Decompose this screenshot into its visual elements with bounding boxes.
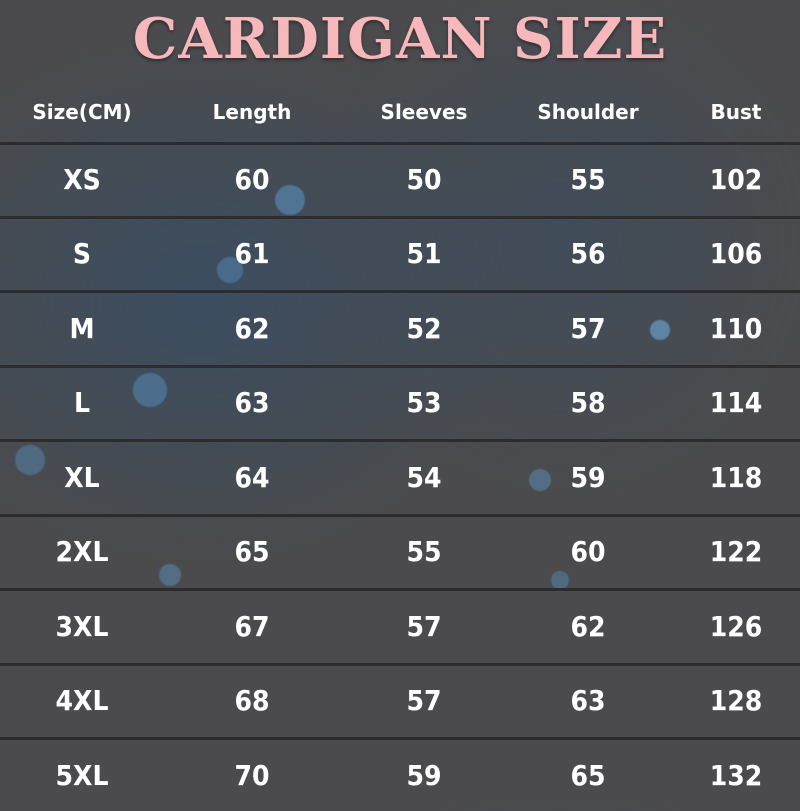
divider (0, 662, 800, 666)
table-row: XL 64 54 59 118 (0, 441, 800, 513)
cell-bust: 128 (709, 684, 763, 717)
cell-shoulder: 59 (570, 460, 606, 494)
table-row: 3XL 67 57 62 126 (0, 590, 800, 662)
cell-size: XS (63, 162, 101, 196)
cell-size: 4XL (55, 684, 109, 717)
cell-length: 68 (234, 684, 270, 717)
cell-length: 67 (234, 609, 270, 643)
table-row: L 63 53 58 114 (0, 367, 800, 439)
cell-length: 61 (234, 237, 270, 270)
divider (0, 142, 800, 145)
cell-sleeves: 50 (406, 162, 442, 196)
cell-shoulder: 65 (570, 758, 606, 792)
cell-length: 63 (234, 386, 270, 419)
cell-size: 5XL (55, 758, 109, 792)
divider (0, 588, 800, 591)
cell-shoulder: 62 (570, 609, 606, 643)
divider (0, 290, 800, 293)
cell-sleeves: 55 (406, 535, 442, 568)
cell-size: 3XL (55, 609, 109, 643)
cell-size: L (73, 386, 91, 419)
table-row: 5XL 70 59 65 132 (0, 739, 800, 811)
cell-sleeves: 53 (406, 386, 442, 419)
cell-sleeves: 57 (406, 609, 442, 643)
cell-sleeves: 52 (406, 311, 442, 345)
cell-length: 64 (234, 460, 270, 494)
cell-bust: 106 (709, 237, 763, 270)
cell-bust: 126 (709, 609, 763, 643)
cell-shoulder: 57 (570, 311, 606, 345)
header-row: Size(CM) Length Sleeves Shoulder Bust (0, 84, 800, 140)
cell-length: 65 (234, 535, 270, 568)
cell-bust: 102 (709, 162, 763, 196)
divider (0, 439, 800, 442)
header-length: Length (212, 100, 292, 124)
table-row: 4XL 68 57 63 128 (0, 665, 800, 737)
cell-bust: 132 (709, 758, 763, 792)
cell-length: 60 (234, 162, 270, 196)
header-sleeves: Sleeves (380, 100, 468, 124)
cell-shoulder: 55 (570, 162, 606, 196)
cell-bust: 114 (709, 386, 763, 419)
cell-size: S (72, 237, 92, 270)
header-size: Size(CM) (32, 100, 132, 124)
table-row: S 61 51 56 106 (0, 218, 800, 290)
cell-size: XL (64, 460, 100, 494)
cell-sleeves: 51 (406, 237, 442, 270)
divider (0, 215, 800, 219)
table-row: XS 60 50 55 102 (0, 143, 800, 215)
table-row: M 62 52 57 110 (0, 292, 800, 364)
cell-sleeves: 59 (406, 758, 442, 792)
chart-title: CARDIGAN SIZE (132, 6, 668, 72)
cell-sleeves: 54 (406, 460, 442, 494)
cell-length: 70 (234, 758, 270, 792)
cell-length: 62 (234, 311, 270, 345)
header-shoulder: Shoulder (537, 100, 639, 124)
cell-sleeves: 57 (406, 684, 442, 717)
cell-size: 2XL (55, 535, 109, 568)
cell-shoulder: 56 (570, 237, 606, 270)
divider (0, 364, 800, 368)
cell-shoulder: 63 (570, 684, 606, 717)
cell-bust: 122 (709, 535, 763, 568)
divider (0, 737, 800, 740)
cell-size: M (69, 311, 95, 345)
table-row: 2XL 65 55 60 122 (0, 516, 800, 588)
cell-bust: 110 (709, 311, 763, 345)
cell-shoulder: 60 (570, 535, 606, 568)
cell-shoulder: 58 (570, 386, 606, 419)
header-bust: Bust (710, 100, 762, 124)
divider (0, 513, 800, 517)
cell-bust: 118 (709, 460, 763, 494)
